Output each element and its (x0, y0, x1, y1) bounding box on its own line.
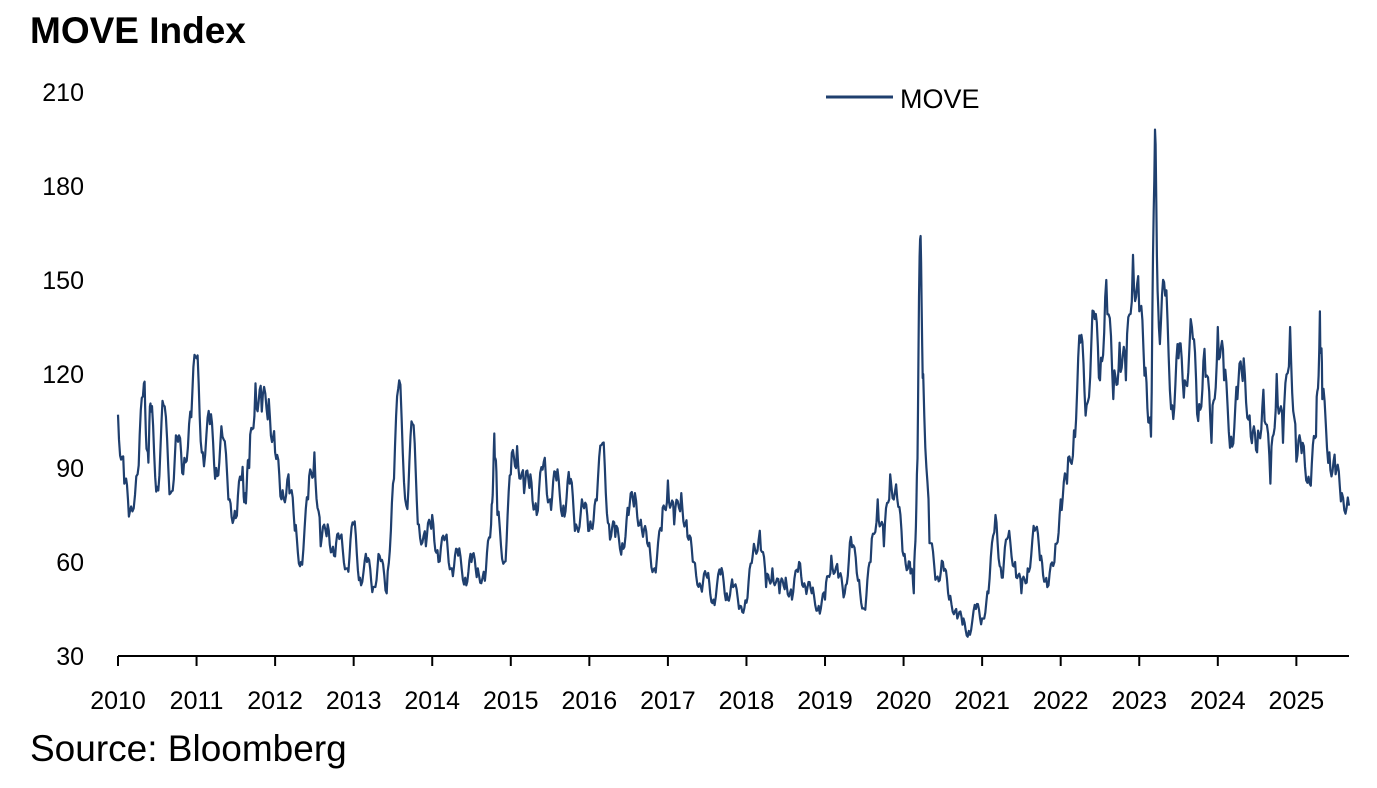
x-axis: 2010 2011 2012 2013 2014 2015 2016 2017 2018 2019… (90, 655, 1349, 715)
series-line-move (116, 128, 1351, 638)
legend: MOVE (826, 84, 980, 114)
x-tick-label: 2025 (1269, 687, 1325, 715)
y-tick-label: 180 (42, 173, 84, 201)
x-tick-label: 2022 (1033, 687, 1089, 715)
x-tick-label: 2015 (483, 687, 539, 715)
x-tick-label: 2014 (404, 687, 460, 715)
x-tick-label: 2018 (719, 687, 775, 715)
x-tick-label: 2013 (326, 687, 382, 715)
x-tick-label: 2011 (170, 687, 224, 715)
x-tick-label: 2017 (640, 687, 696, 715)
legend-label-move: MOVE (900, 84, 980, 114)
x-tick-label: 2024 (1190, 687, 1246, 715)
series-layer (116, 128, 1351, 638)
chart-title: MOVE Index (30, 10, 246, 51)
x-tick-label: 2020 (876, 687, 932, 715)
source-note: Source: Bloomberg (30, 728, 347, 769)
x-tick-label: 2021 (954, 687, 1010, 715)
y-tick-label: 30 (56, 643, 84, 671)
x-tick-label: 2010 (90, 687, 146, 715)
x-tick-label: 2023 (1111, 687, 1167, 715)
y-tick-label: 210 (42, 79, 84, 107)
x-tick-label: 2016 (562, 687, 618, 715)
y-tick-label: 90 (56, 455, 84, 483)
y-axis: 210 180 150 120 90 60 30 (42, 79, 84, 671)
x-tick-label: 2019 (797, 687, 853, 715)
y-tick-label: 150 (42, 267, 84, 295)
x-tick-label: 2012 (247, 687, 303, 715)
y-tick-label: 120 (42, 361, 84, 389)
y-tick-label: 60 (56, 549, 84, 577)
